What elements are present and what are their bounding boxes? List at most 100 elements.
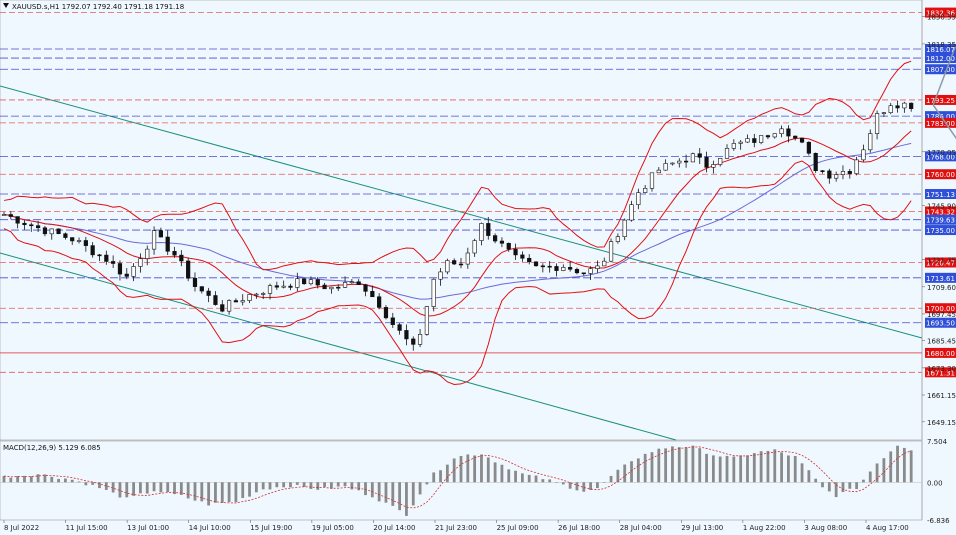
candle-body[interactable] (336, 286, 341, 289)
candle-body[interactable] (165, 236, 170, 252)
candle-body[interactable] (486, 223, 491, 236)
candle-body[interactable] (649, 172, 655, 189)
candle-body[interactable] (493, 235, 498, 242)
candle-body[interactable] (629, 204, 634, 221)
candle-body[interactable] (452, 260, 457, 265)
candle-body[interactable] (520, 254, 525, 259)
candle-body[interactable] (533, 261, 539, 267)
candle-body[interactable] (909, 102, 914, 109)
candle-body[interactable] (377, 296, 382, 308)
candle-body[interactable] (363, 284, 368, 292)
candle-body[interactable] (356, 281, 361, 285)
candle-body[interactable] (554, 266, 559, 271)
candle-body[interactable] (711, 164, 716, 168)
candle-body[interactable] (1, 214, 7, 216)
candle-body[interactable] (322, 284, 327, 290)
candle-body[interactable] (888, 105, 893, 113)
candle-body[interactable] (70, 237, 75, 242)
candle-body[interactable] (261, 293, 266, 295)
candle-body[interactable] (8, 214, 13, 217)
candle-body[interactable] (786, 128, 791, 137)
candle-body[interactable] (36, 225, 41, 229)
candle-body[interactable] (806, 141, 811, 154)
candle-body[interactable] (206, 290, 211, 296)
candle-body[interactable] (752, 138, 757, 143)
candle-body[interactable] (847, 171, 852, 174)
candle-body[interactable] (186, 260, 191, 279)
candle-body[interactable] (724, 148, 730, 159)
candle-body[interactable] (663, 163, 668, 171)
candle-body[interactable] (527, 257, 532, 263)
candle-body[interactable] (895, 105, 900, 109)
candle-body[interactable] (117, 263, 123, 275)
candle-body[interactable] (704, 156, 709, 168)
candle-body[interactable] (465, 252, 470, 265)
candle-body[interactable] (445, 260, 450, 273)
candle-body[interactable] (690, 153, 696, 163)
candle-body[interactable] (192, 277, 198, 287)
candle-body[interactable] (677, 160, 682, 164)
candle-body[interactable] (431, 278, 436, 307)
candle-body[interactable] (145, 248, 150, 259)
candle-body[interactable] (479, 223, 484, 241)
candle-body[interactable] (138, 258, 143, 267)
candle-body[interactable] (656, 169, 661, 174)
candle-body[interactable] (636, 192, 641, 206)
candle-body[interactable] (697, 153, 702, 158)
candle-body[interactable] (643, 188, 648, 193)
candle-body[interactable] (90, 245, 95, 256)
candle-body[interactable] (861, 149, 866, 161)
candle-body[interactable] (49, 228, 54, 235)
candle-body[interactable] (397, 324, 402, 331)
candle-body[interactable] (329, 286, 334, 290)
candle-body[interactable] (172, 251, 177, 256)
candle-body[interactable] (404, 330, 409, 340)
candle-body[interactable] (827, 170, 832, 179)
candle-body[interactable] (315, 279, 320, 286)
candle-body[interactable] (370, 291, 375, 298)
candle-body[interactable] (868, 133, 873, 151)
candle-body[interactable] (438, 271, 443, 280)
candle-body[interactable] (834, 174, 839, 179)
candle-body[interactable] (602, 260, 607, 267)
candle-body[interactable] (29, 224, 34, 227)
candle-body[interactable] (813, 152, 818, 171)
candle-body[interactable] (288, 285, 293, 288)
candle-body[interactable] (302, 278, 307, 285)
candle-body[interactable] (254, 293, 259, 296)
candle-body[interactable] (111, 261, 116, 264)
candle-body[interactable] (547, 265, 552, 268)
candle-body[interactable] (56, 228, 61, 235)
candle-body[interactable] (349, 281, 354, 284)
candle-body[interactable] (581, 272, 586, 275)
candle-body[interactable] (615, 236, 620, 242)
candle-body[interactable] (458, 263, 464, 266)
candle-body[interactable] (588, 268, 593, 274)
candle-body[interactable] (840, 171, 846, 175)
candle-body[interactable] (765, 135, 771, 138)
candle-body[interactable] (63, 233, 68, 238)
candle-body[interactable] (820, 170, 825, 172)
candle-body[interactable] (281, 285, 286, 288)
candle-body[interactable] (622, 219, 627, 237)
candle-body[interactable] (574, 268, 580, 274)
candle-body[interactable] (568, 267, 573, 270)
candle-body[interactable] (759, 135, 764, 143)
candle-body[interactable] (670, 162, 675, 165)
candle-body[interactable] (22, 222, 27, 226)
candle-body[interactable] (902, 102, 907, 109)
candle-body[interactable] (97, 254, 102, 257)
candle-body[interactable] (76, 240, 82, 242)
candle-body[interactable] (874, 113, 880, 134)
candle-body[interactable] (683, 160, 689, 163)
candle-body[interactable] (15, 216, 20, 224)
candle-body[interactable] (226, 300, 232, 312)
candle-body[interactable] (104, 254, 109, 262)
candle-body[interactable] (793, 135, 798, 139)
candle-body[interactable] (295, 278, 300, 288)
candle-body[interactable] (220, 304, 225, 312)
candle-body[interactable] (608, 241, 614, 262)
candle-body[interactable] (83, 240, 88, 246)
candle-body[interactable] (745, 138, 750, 143)
